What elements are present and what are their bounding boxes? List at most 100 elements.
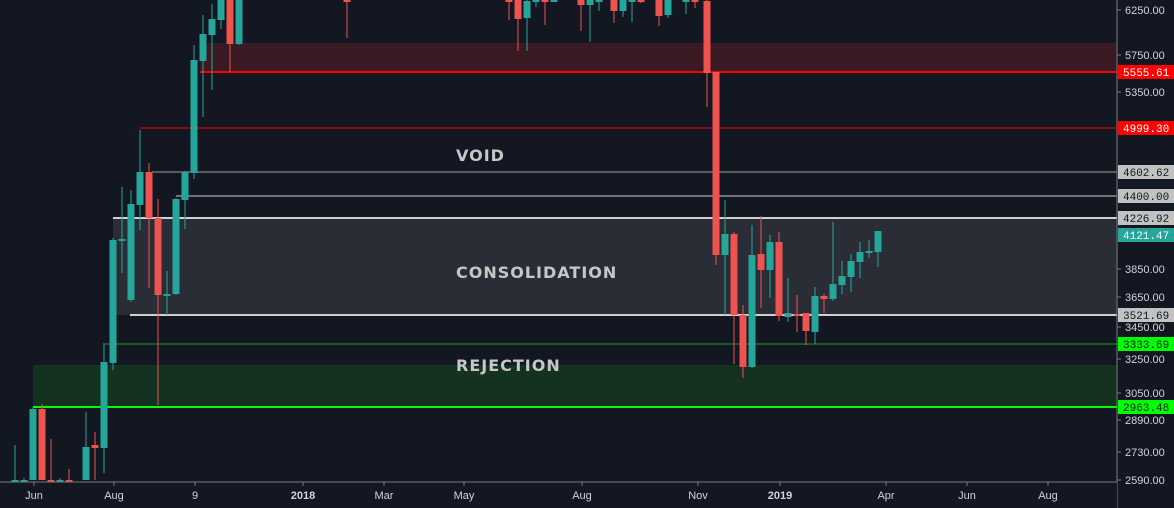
candle-body xyxy=(523,1,531,18)
candle[interactable] xyxy=(523,0,531,51)
time-axis[interactable]: Jun Aug 9 2018 Mar May Aug Nov 2019 Apr Jun Aug xyxy=(25,482,1058,502)
candle-body xyxy=(91,445,99,448)
candle[interactable] xyxy=(691,0,699,8)
candle-body xyxy=(82,447,90,480)
candle[interactable] xyxy=(721,200,729,315)
candle[interactable] xyxy=(136,130,144,230)
candle[interactable] xyxy=(586,0,594,42)
candle-body xyxy=(865,251,873,253)
candle[interactable] xyxy=(190,45,198,179)
candle[interactable] xyxy=(29,407,37,480)
candle[interactable] xyxy=(802,313,810,345)
candle[interactable] xyxy=(47,439,55,482)
candle[interactable] xyxy=(730,232,738,364)
candle-body xyxy=(118,239,126,241)
candle[interactable] xyxy=(793,295,801,332)
candle[interactable] xyxy=(865,240,873,258)
candle[interactable] xyxy=(610,0,618,23)
candle[interactable] xyxy=(514,0,522,51)
candle[interactable] xyxy=(65,469,73,482)
candle[interactable] xyxy=(208,4,216,90)
time-axis-background xyxy=(0,482,1117,508)
candle-body xyxy=(721,234,729,255)
candle-body xyxy=(838,276,846,285)
candle[interactable] xyxy=(91,432,99,480)
candle[interactable] xyxy=(628,0,636,22)
candle[interactable] xyxy=(712,72,720,265)
candle[interactable] xyxy=(127,190,135,302)
candle[interactable] xyxy=(664,0,672,18)
candle[interactable] xyxy=(163,271,171,315)
candle-body xyxy=(190,60,198,173)
candle[interactable] xyxy=(235,0,243,45)
candle[interactable] xyxy=(11,445,19,482)
candle[interactable] xyxy=(505,0,513,20)
candle-body xyxy=(811,296,819,332)
time-tick-label: Aug xyxy=(104,490,124,502)
candle[interactable] xyxy=(181,171,189,229)
candle[interactable] xyxy=(145,163,153,288)
candle-body xyxy=(820,296,828,299)
candle[interactable] xyxy=(109,238,117,370)
candle[interactable] xyxy=(655,0,663,26)
candle[interactable] xyxy=(172,198,180,295)
candle-body xyxy=(127,204,135,300)
candles-layer[interactable] xyxy=(11,0,882,482)
candle-body xyxy=(163,294,171,296)
time-tick-label: Apr xyxy=(877,490,894,502)
candle[interactable] xyxy=(637,0,645,3)
candle[interactable] xyxy=(38,404,46,480)
candle[interactable] xyxy=(118,187,126,273)
candle-body xyxy=(730,234,738,315)
candle-body xyxy=(100,362,108,448)
price-axis[interactable]: 6250.00 5750.00 5350.00 3850.00 3650.00 3450.… xyxy=(1117,5,1165,487)
candle[interactable] xyxy=(577,0,585,31)
candle[interactable] xyxy=(811,287,819,344)
candle[interactable] xyxy=(595,0,603,11)
candle-body xyxy=(235,0,243,44)
candle[interactable] xyxy=(829,222,837,301)
candle[interactable] xyxy=(100,343,108,473)
candle[interactable] xyxy=(532,0,540,7)
candle[interactable] xyxy=(682,0,690,14)
candle[interactable] xyxy=(217,0,225,29)
candle-body xyxy=(65,480,73,482)
candle[interactable] xyxy=(343,0,351,38)
candle[interactable] xyxy=(757,216,765,308)
candle[interactable] xyxy=(550,0,558,2)
candle-body xyxy=(829,284,837,299)
candle[interactable] xyxy=(226,0,234,72)
candle[interactable] xyxy=(874,231,882,267)
annotation-void: VOID xyxy=(456,146,505,165)
candle[interactable] xyxy=(838,261,846,294)
annotations-layer: VOID CONSOLIDATION REJECTION xyxy=(456,146,616,375)
candle-body xyxy=(586,0,594,5)
candle[interactable] xyxy=(847,254,855,292)
candle[interactable] xyxy=(820,294,828,313)
candle[interactable] xyxy=(541,0,549,25)
resistance-high-tag-bg xyxy=(1118,65,1174,79)
price-tick-label: 2890.00 xyxy=(1125,415,1165,427)
candle[interactable] xyxy=(20,478,28,482)
candle[interactable] xyxy=(703,0,711,107)
time-tick-label: Jun xyxy=(958,490,976,502)
candle[interactable] xyxy=(619,0,627,17)
candle[interactable] xyxy=(784,278,792,322)
levels-layer xyxy=(33,71,1117,408)
price-tick-label: 3850.00 xyxy=(1125,264,1165,276)
candle-body xyxy=(637,0,645,2)
candle[interactable] xyxy=(748,225,756,368)
candle[interactable] xyxy=(766,235,774,298)
candle[interactable] xyxy=(199,15,207,117)
candle-body xyxy=(199,34,207,61)
candle[interactable] xyxy=(56,478,64,482)
candle[interactable] xyxy=(82,412,90,480)
candle[interactable] xyxy=(775,232,783,321)
candle[interactable] xyxy=(154,199,162,405)
candle-body xyxy=(514,0,522,19)
candle-body xyxy=(766,242,774,270)
candle[interactable] xyxy=(739,305,747,378)
candle[interactable] xyxy=(856,242,864,278)
rejection-line-tag-bg xyxy=(1118,337,1174,351)
